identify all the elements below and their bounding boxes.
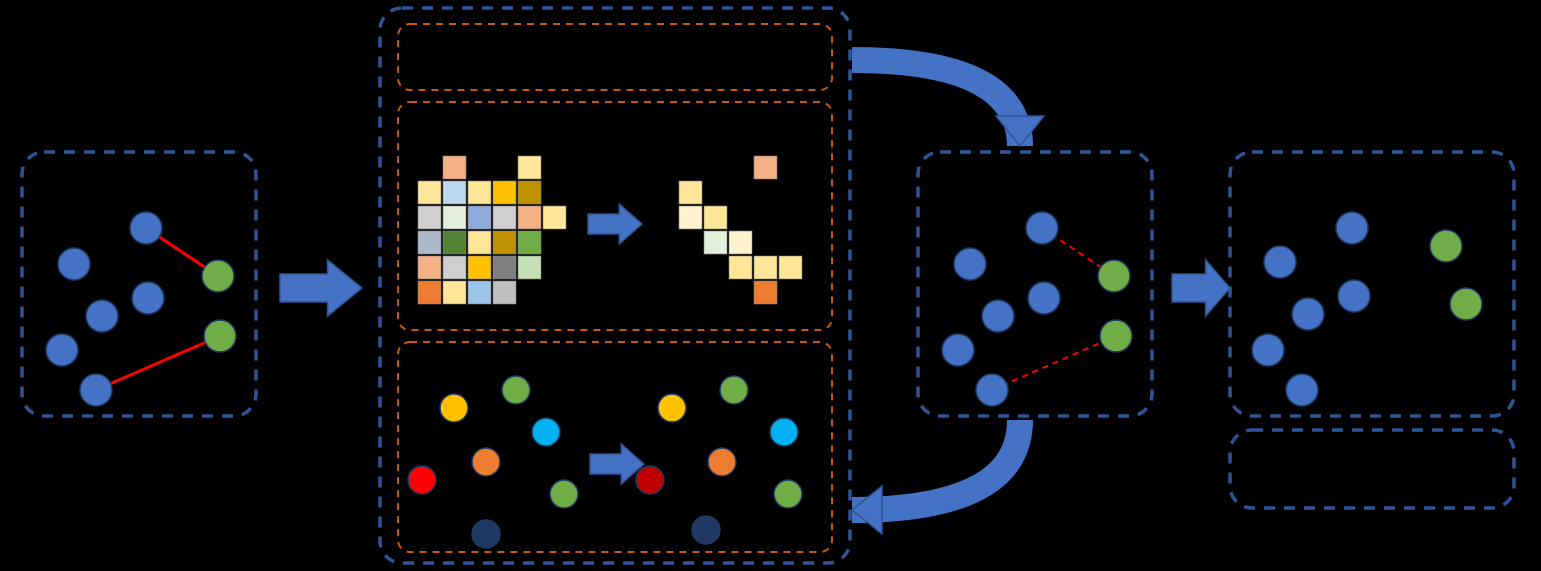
heatmap-cell [493, 181, 516, 204]
heatmap-cell [443, 256, 466, 279]
heatmap-cell [468, 281, 491, 304]
heatmap-cell [493, 231, 516, 254]
heatmap-cell [418, 281, 441, 304]
graph-node [774, 480, 802, 508]
graph-node [942, 334, 974, 366]
graph-node [770, 418, 798, 446]
heatmap-cell [443, 181, 466, 204]
heatmap-cell [493, 256, 516, 279]
graph-node [1286, 374, 1318, 406]
graph-node [1430, 230, 1462, 262]
arrow-icon [280, 260, 362, 316]
graph-node [1336, 212, 1368, 244]
heatmap-cell [679, 206, 702, 229]
heatmap-cell [468, 231, 491, 254]
heatmap-cell [543, 206, 566, 229]
heatmap-cell [418, 231, 441, 254]
heatmap-cell [443, 281, 466, 304]
heatmap-cell [493, 281, 516, 304]
graph-node [550, 480, 578, 508]
diagram-canvas [0, 0, 1541, 571]
heatmap-cell [418, 206, 441, 229]
graph-node [1100, 320, 1132, 352]
heatmap-cell [679, 181, 702, 204]
heatmap-cell [729, 231, 752, 254]
graph-node [708, 448, 736, 476]
graph-node [132, 282, 164, 314]
graph-node [472, 448, 500, 476]
graph-node [1450, 288, 1482, 320]
heatmap-cell [443, 231, 466, 254]
graph-node [720, 376, 748, 404]
heatmap-cell [518, 156, 541, 179]
graph-node [982, 300, 1014, 332]
graph-node [502, 376, 530, 404]
heatmap-cell [518, 256, 541, 279]
graph-node [440, 394, 468, 422]
heatmap-cell [779, 256, 802, 279]
graph-node [692, 516, 720, 544]
heatmap-cell [729, 256, 752, 279]
graph-node [472, 520, 500, 548]
heatmap-cell [518, 181, 541, 204]
heatmap-cell [518, 206, 541, 229]
heatmap-cell [754, 156, 777, 179]
heatmap-cell [418, 256, 441, 279]
heatmap-cell [754, 256, 777, 279]
graph-node [58, 248, 90, 280]
graph-node [46, 334, 78, 366]
graph-node [130, 212, 162, 244]
heatmap-cell [704, 231, 727, 254]
heatmap-cell [468, 256, 491, 279]
graph-node [1292, 298, 1324, 330]
edge [992, 336, 1116, 390]
graph-node [408, 466, 436, 494]
graph-node [86, 300, 118, 332]
arrowhead-icon [852, 486, 882, 534]
heatmap-cell [493, 206, 516, 229]
graph-node [1264, 246, 1296, 278]
graph-node [1338, 280, 1370, 312]
heatmap-cell [754, 281, 777, 304]
graph-node [636, 466, 664, 494]
arrow-icon [1172, 260, 1230, 316]
heatmap-cell [518, 231, 541, 254]
graph-node [202, 260, 234, 292]
heatmap-cell [443, 156, 466, 179]
graph-node [80, 374, 112, 406]
graph-node [204, 320, 236, 352]
graph-node [1252, 334, 1284, 366]
graph-node [532, 418, 560, 446]
graph-node [1098, 260, 1130, 292]
graph-node [1028, 282, 1060, 314]
heatmap-cell [468, 206, 491, 229]
graph-node [976, 374, 1008, 406]
graph-node [954, 248, 986, 280]
heatmap-cell [418, 181, 441, 204]
heatmap-cell [468, 181, 491, 204]
edge [96, 336, 220, 390]
heatmap-cell [704, 206, 727, 229]
graph-node [658, 394, 686, 422]
arrow-icon [588, 204, 642, 244]
heatmap-cell [443, 206, 466, 229]
graph-node [1026, 212, 1058, 244]
arrowhead-icon [996, 116, 1044, 146]
